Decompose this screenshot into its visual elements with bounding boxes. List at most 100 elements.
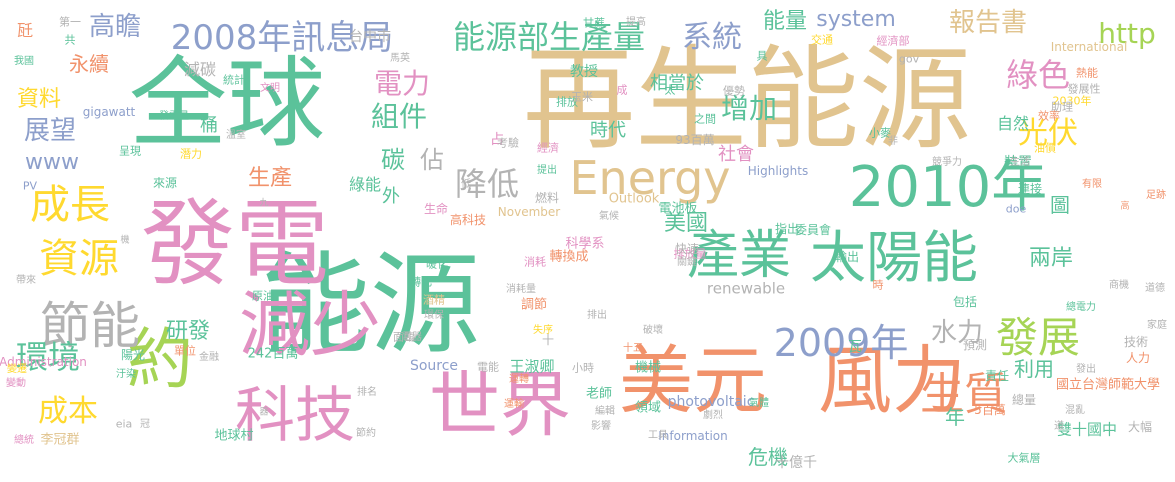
cloud-word: 酒精 (423, 293, 445, 307)
cloud-word: 委員會 (794, 223, 832, 237)
cloud-word: 高科技 (449, 213, 487, 227)
cloud-word: 消耗量 (506, 284, 536, 295)
cloud-word: 能源部生產量 (452, 18, 646, 56)
cloud-word: 美國 (663, 211, 709, 236)
cloud-word: 氣體 (749, 398, 769, 409)
cloud-word: 研發 (165, 319, 211, 344)
cloud-word: 九 (259, 198, 269, 209)
cloud-word: 成本 (38, 394, 98, 429)
cloud-word: 排名 (357, 387, 377, 398)
cloud-word: 足跡 (1146, 190, 1166, 201)
cloud-word: system (816, 7, 896, 32)
cloud-word: 時 (872, 278, 884, 292)
cloud-word: 優勢 (723, 84, 745, 98)
cloud-word: 領域 (634, 400, 662, 416)
cloud-word: 家庭 (1147, 320, 1167, 331)
cloud-word: 競爭力 (932, 157, 962, 168)
cloud-word: 運輸 (504, 399, 524, 410)
cloud-word: 十 (541, 333, 555, 347)
cloud-word: 轉化 (410, 275, 432, 289)
cloud-word: 道 (1054, 421, 1064, 432)
cloud-word: Outlook (608, 191, 660, 207)
cloud-word: 具 (756, 49, 768, 63)
cloud-word: 總電力 (1066, 302, 1096, 313)
cloud-word: 危機 (748, 445, 788, 469)
cloud-word: 第一 (59, 15, 81, 29)
cloud-word: 2009年 (773, 321, 909, 365)
cloud-word: 老師 (585, 386, 613, 402)
cloud-word: 提出 (537, 165, 557, 176)
cloud-word: 發電量 (159, 111, 189, 122)
cloud-word: 大幅 (1127, 420, 1153, 434)
cloud-word: 潛力 (180, 147, 202, 161)
cloud-word: 報告書 (948, 8, 1028, 38)
cloud-word: 生質 (920, 369, 1008, 420)
cloud-word: 生產 (247, 166, 293, 191)
cloud-word: 社會 (718, 144, 754, 165)
cloud-word: 裝置 (1004, 155, 1032, 171)
cloud-word: 時代 (590, 120, 626, 141)
cloud-word: gov (898, 52, 920, 66)
cloud-word: 器 (259, 407, 269, 418)
cloud-word: 高 (1120, 201, 1130, 212)
cloud-word: 王淑卿 (509, 357, 555, 376)
cloud-word: 國立台灣師範大學 (1055, 377, 1161, 393)
cloud-word: 經濟 (537, 141, 559, 155)
cloud-word: 資料 (16, 87, 62, 112)
cloud-word: 發電 (140, 190, 330, 299)
cloud-word: 太 (664, 83, 676, 97)
cloud-word: 科技 (235, 381, 355, 451)
cloud-word: 成長 (30, 182, 110, 228)
cloud-word: Information (658, 429, 728, 443)
cloud-word: 成 (616, 83, 628, 97)
cloud-word: 全球 (128, 47, 326, 161)
cloud-word: 總統 (14, 435, 34, 446)
cloud-word: November (497, 205, 561, 219)
cloud-word: 呈現 (119, 144, 141, 158)
cloud-word: 連接 (1017, 182, 1043, 196)
cloud-word: 帶來 (16, 275, 36, 286)
cloud-word: 面臨 (393, 330, 415, 344)
cloud-word: 發出 (1076, 364, 1096, 375)
cloud-word: 玉米 (571, 90, 593, 104)
cloud-word: 兩岸 (1028, 246, 1074, 271)
cloud-word: 占 (490, 132, 504, 148)
cloud-word: 節約 (356, 428, 376, 439)
cloud-word: 金融 (199, 352, 219, 363)
cloud-word: 影響 (591, 421, 611, 432)
cloud-word: 瓩 (14, 22, 33, 38)
cloud-word: gigawatt (82, 105, 136, 119)
cloud-word: 氣候 (599, 211, 619, 222)
cloud-word: 經濟部 (876, 34, 910, 48)
cloud-word: 綠色 (1005, 56, 1071, 94)
cloud-word: 文明 (260, 83, 280, 94)
cloud-word: 預測 (962, 338, 988, 352)
cloud-word: 降低 (454, 165, 520, 203)
cloud-word: 展望 (23, 116, 77, 146)
cloud-word: 增加 (720, 92, 778, 125)
cloud-word: 年 (945, 405, 965, 429)
cloud-word: 電能 (477, 360, 499, 374)
cloud-word: 責任 (984, 369, 1010, 383)
cloud-word: 統計 (223, 73, 245, 87)
cloud-word: 永續 (69, 52, 109, 76)
cloud-word: 電器 (402, 332, 422, 343)
cloud-word: 輸出 (834, 250, 860, 264)
cloud-word: 世界 (428, 363, 572, 447)
cloud-word: 發展性 (1067, 82, 1101, 96)
cloud-word: 機 (120, 235, 130, 246)
cloud-word: Administration (0, 355, 87, 369)
cloud-word: 瓦 (848, 339, 862, 355)
cloud-word: PV (22, 179, 38, 193)
cloud-word: 組件 (370, 100, 428, 133)
cloud-word: 交通 (811, 33, 833, 47)
cloud-word: 原油 (252, 289, 274, 303)
cloud-word: photovoltaic (667, 394, 755, 410)
cloud-word: 小麥 (869, 126, 891, 140)
cloud-word: 提高 (626, 17, 646, 28)
cloud-word: 再生能源 (523, 35, 971, 165)
cloud-word: 轉換成 (549, 249, 589, 265)
cloud-word: Energy (569, 151, 731, 205)
cloud-word: 破壞 (643, 325, 663, 336)
cloud-word: 指出 (774, 222, 800, 236)
